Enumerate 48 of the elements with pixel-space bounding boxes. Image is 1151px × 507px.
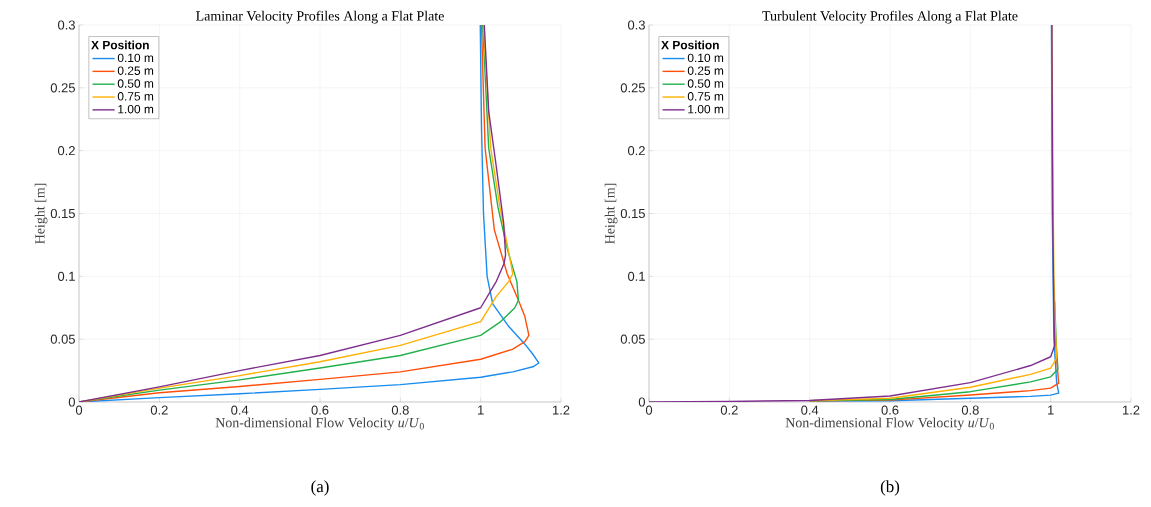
y-tick-label: 0.1	[57, 271, 75, 281]
x-tick-label: 0	[75, 405, 83, 415]
legend-label: 0.50 m	[687, 79, 724, 88]
x-tick-label: 1.2	[1122, 405, 1140, 415]
y-tick-label: 0.3	[627, 20, 645, 30]
legend-label: 0.10 m	[687, 53, 724, 63]
x-tick-label: 0.4	[801, 405, 819, 415]
y-tick-label: 0.25	[50, 83, 75, 93]
legend-label: 0.25 m	[687, 66, 724, 75]
x-tick-label: 0.6	[881, 405, 899, 415]
y-tick-label: 0.2	[57, 146, 75, 156]
y-tick-label: 0.15	[620, 208, 645, 219]
x-tick-label: 0.6	[311, 405, 329, 415]
x-tick-label: 1	[1048, 405, 1054, 415]
x-axis-title: Non-dimensional Flow Velocity u/U$_{0}$	[785, 417, 994, 431]
x-tick-label: 1	[478, 405, 484, 415]
y-tick-label: 0	[638, 397, 645, 407]
legend-label: 0.10 m	[117, 53, 154, 63]
legend-label: 0.25 m	[117, 66, 154, 75]
y-tick-label: 0.2	[627, 146, 645, 156]
legend-title: X Position	[91, 40, 149, 50]
y-tick-label: 0.05	[50, 334, 75, 344]
x-tick-label: 0.8	[391, 405, 409, 415]
legend-title: X Position	[661, 40, 719, 50]
y-axis-title: Height [m]	[34, 183, 48, 244]
legend-label: 0.75 m	[117, 92, 154, 101]
legend-label: 0.50 m	[117, 79, 154, 88]
x-tick-label: 0.2	[150, 405, 168, 415]
x-tick-label: 0.4	[231, 405, 249, 415]
chart-title: Laminar Velocity Profiles Along a Flat Plate	[196, 10, 444, 24]
x-tick-label: 0	[645, 405, 653, 415]
y-tick-label: 0	[68, 397, 75, 407]
x-tick-label: 0.2	[720, 405, 738, 415]
text: (a)	[311, 480, 329, 496]
legend-label: 1.00 m	[118, 104, 154, 114]
text: (b)	[880, 480, 900, 496]
legend-label: 0.75 m	[687, 92, 724, 101]
y-tick-label: 0.25	[620, 83, 645, 93]
y-tick-label: 0.1	[627, 271, 645, 281]
legend-label: 1.00 m	[688, 104, 724, 114]
x-tick-label: 1.2	[552, 405, 570, 415]
x-tick-label: 0.8	[961, 405, 979, 415]
y-tick-label: 0.3	[57, 20, 75, 30]
y-tick-label: 0.15	[50, 208, 75, 219]
x-axis-title: Non-dimensional Flow Velocity u/U$_{0}$	[215, 417, 424, 431]
chart-title: Turbulent Velocity Profiles Along a Flat Plate	[762, 10, 1018, 24]
y-axis-title: Height [m]	[604, 183, 618, 244]
y-tick-label: 0.05	[620, 334, 645, 344]
